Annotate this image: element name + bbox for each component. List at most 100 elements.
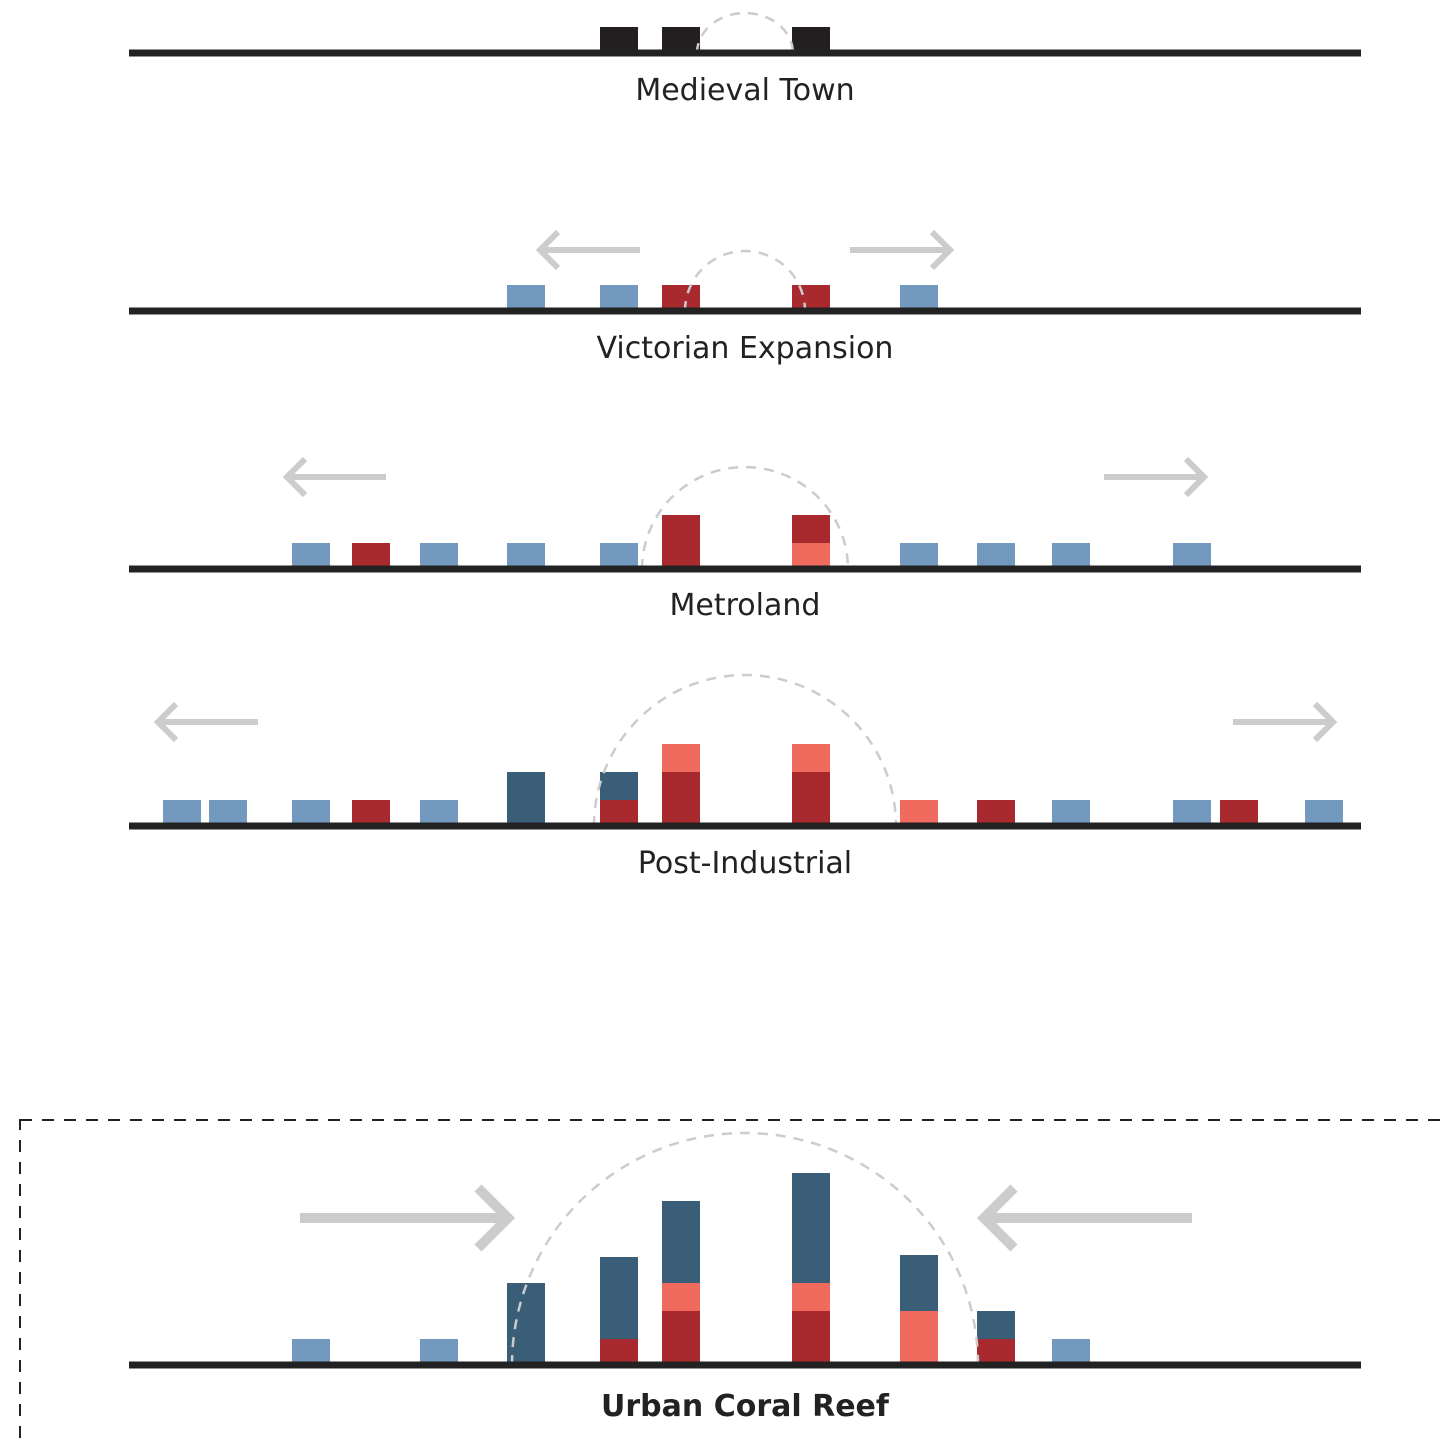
building-block-dark-blue <box>600 772 638 800</box>
building <box>507 543 545 569</box>
highlight-frame <box>19 1119 1449 1441</box>
catchment-arc <box>510 1131 980 1366</box>
building-block-dark-red <box>977 800 1015 826</box>
building <box>163 800 201 826</box>
building <box>1052 1339 1090 1365</box>
expand-right-arrow <box>850 229 955 271</box>
building <box>662 744 700 826</box>
building <box>662 285 700 311</box>
building-block-dark-red <box>662 285 700 311</box>
building-block-salmon <box>662 1283 700 1311</box>
building <box>1173 800 1211 826</box>
stage-5: Urban Coral Reef <box>129 1131 1361 1424</box>
building-block-light-blue <box>420 543 458 569</box>
building-block-light-blue <box>900 543 938 569</box>
building-block-light-blue <box>420 1339 458 1365</box>
building-block-light-blue <box>163 800 201 826</box>
stage-layer: Medieval Town Victorian Expansion Metrolan… <box>129 11 1361 1424</box>
building <box>420 800 458 826</box>
building-block-dark-blue <box>600 1257 638 1339</box>
building <box>662 1201 700 1365</box>
building <box>662 515 700 569</box>
building-block-dark-blue <box>507 772 545 826</box>
building <box>1052 543 1090 569</box>
building <box>1305 800 1343 826</box>
building-block-dark-blue <box>977 1311 1015 1339</box>
building <box>352 800 390 826</box>
stage-label: Urban Coral Reef <box>601 1389 890 1424</box>
building-block-light-blue <box>1052 1339 1090 1365</box>
building <box>977 543 1015 569</box>
building <box>1052 800 1090 826</box>
building-block-light-blue <box>507 543 545 569</box>
building <box>292 543 330 569</box>
building <box>900 285 938 311</box>
building-block-light-blue <box>900 285 938 311</box>
building <box>792 744 830 826</box>
expand-right-arrow <box>1104 456 1209 498</box>
building-block-light-blue <box>1052 543 1090 569</box>
building-block-dark-red <box>352 543 390 569</box>
building <box>600 772 638 826</box>
building-block-dark-red <box>977 1339 1015 1365</box>
building-block-dark-red <box>792 772 830 826</box>
building <box>420 543 458 569</box>
building <box>292 800 330 826</box>
building-block-salmon <box>792 543 830 569</box>
building-block-light-blue <box>1173 800 1211 826</box>
catchment-arc <box>640 465 850 570</box>
building-block-dark-red <box>352 800 390 826</box>
building <box>600 27 638 53</box>
stage-label: Post-Industrial <box>638 846 852 881</box>
building-block-light-blue <box>209 800 247 826</box>
stage-label: Victorian Expansion <box>597 331 894 366</box>
building <box>1220 800 1258 826</box>
building-block-dark-red <box>600 1339 638 1365</box>
building <box>600 285 638 311</box>
building <box>792 515 830 569</box>
building-block-dark-red <box>662 772 700 826</box>
building <box>420 1339 458 1365</box>
building-block-salmon <box>792 1283 830 1311</box>
building-block-light-blue <box>1173 543 1211 569</box>
building <box>900 543 938 569</box>
building-block-light-blue <box>292 800 330 826</box>
building-block-dark-blue <box>662 1201 700 1283</box>
expand-left-arrow <box>535 229 640 271</box>
expand-left-arrow <box>282 456 386 498</box>
building-block-salmon <box>900 800 938 826</box>
building <box>600 543 638 569</box>
converge-left-arrow <box>300 1184 516 1252</box>
building-block-light-blue <box>600 543 638 569</box>
building <box>507 772 545 826</box>
building <box>507 285 545 311</box>
building <box>352 543 390 569</box>
building <box>900 1255 938 1365</box>
building <box>292 1339 330 1365</box>
building <box>977 1311 1015 1365</box>
building <box>209 800 247 826</box>
building-block-light-blue <box>420 800 458 826</box>
building <box>1173 543 1211 569</box>
stage-3: Metroland <box>129 456 1361 623</box>
expand-left-arrow <box>153 701 258 743</box>
building-block-light-blue <box>292 543 330 569</box>
building-block-salmon <box>662 744 700 772</box>
stage-1: Medieval Town <box>129 11 1361 108</box>
stage-2: Victorian Expansion <box>129 229 1361 366</box>
expand-right-arrow <box>1233 701 1338 743</box>
building <box>977 800 1015 826</box>
building <box>792 285 830 311</box>
building <box>600 1257 638 1365</box>
stage-label: Metroland <box>670 588 821 623</box>
catchment-arc <box>695 11 795 54</box>
building-block-dark-red <box>792 285 830 311</box>
building-block-dark-red <box>662 515 700 569</box>
building-block-dark-red <box>792 1311 830 1365</box>
catchment-arc <box>683 249 807 312</box>
building-block-dark-red <box>1220 800 1258 826</box>
building-block-light-blue <box>600 285 638 311</box>
building-block-salmon <box>900 1311 938 1365</box>
building-block-light-blue <box>507 285 545 311</box>
